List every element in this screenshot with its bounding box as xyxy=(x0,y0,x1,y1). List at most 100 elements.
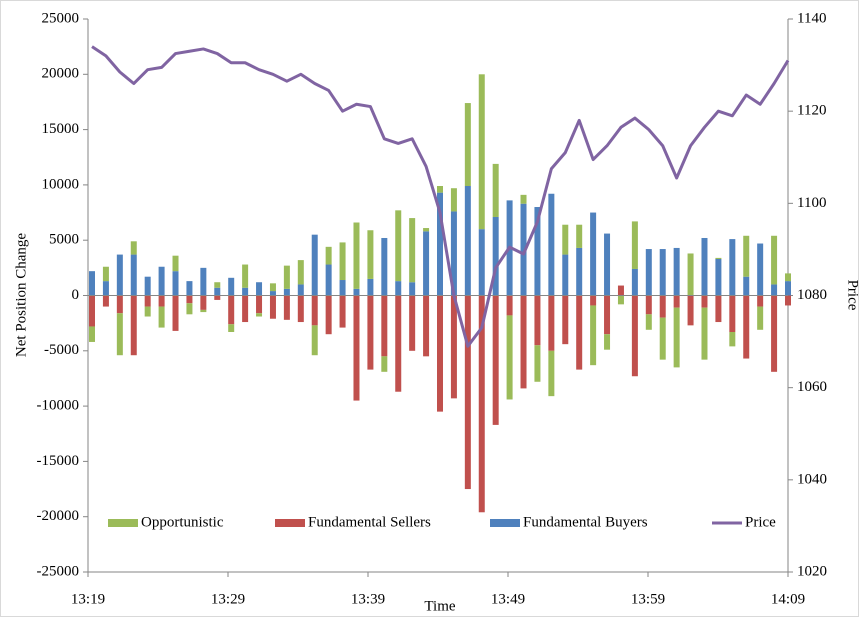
bar xyxy=(659,249,666,296)
bar xyxy=(228,324,235,332)
bar xyxy=(534,345,541,382)
bar xyxy=(311,234,318,296)
bar xyxy=(283,295,290,320)
bar xyxy=(771,284,778,296)
bar xyxy=(520,194,527,204)
price-line xyxy=(91,45,790,348)
bar xyxy=(771,235,778,285)
bar xyxy=(562,224,569,255)
bar xyxy=(771,295,778,372)
bar xyxy=(395,295,402,392)
bar xyxy=(548,295,555,351)
y2-tick-label: 1020 xyxy=(797,563,827,579)
y2-tick-label: 1080 xyxy=(797,287,827,303)
bar xyxy=(283,265,290,289)
bar xyxy=(548,350,555,397)
y-tick-label: -5000 xyxy=(44,342,79,358)
bar xyxy=(283,288,290,296)
bar xyxy=(715,295,722,323)
bar xyxy=(492,163,499,217)
bar xyxy=(158,266,165,296)
bar xyxy=(576,247,583,296)
bar xyxy=(631,295,638,377)
bar xyxy=(353,288,360,296)
y-tick-label: 10000 xyxy=(42,176,80,192)
bar xyxy=(353,295,360,401)
bar xyxy=(130,295,137,356)
bar xyxy=(200,309,207,313)
bar xyxy=(492,295,499,425)
y2-tick-label: 1100 xyxy=(797,195,826,211)
bar xyxy=(269,291,276,296)
bar xyxy=(562,254,569,296)
bar xyxy=(311,295,318,326)
bar xyxy=(102,266,109,282)
bar xyxy=(172,295,179,331)
bar xyxy=(325,246,332,265)
bar xyxy=(450,188,457,212)
bar xyxy=(520,203,527,296)
bar xyxy=(158,306,165,328)
bar xyxy=(757,306,764,330)
bar xyxy=(186,303,193,315)
bar xyxy=(409,218,416,283)
x-axis-label: Time xyxy=(424,598,455,614)
bar xyxy=(645,314,652,330)
bar xyxy=(464,186,471,296)
bar xyxy=(437,192,443,296)
bar xyxy=(144,276,151,296)
bar xyxy=(478,74,485,230)
bar xyxy=(492,216,499,296)
bar xyxy=(604,334,611,350)
bar xyxy=(631,268,638,296)
bar xyxy=(353,222,360,289)
bar xyxy=(297,260,304,285)
bar xyxy=(158,295,165,307)
bar xyxy=(367,278,374,296)
bar xyxy=(673,247,680,296)
bar xyxy=(144,306,151,317)
bar xyxy=(785,281,791,296)
legend-label: Opportunistic xyxy=(141,514,224,530)
bar xyxy=(631,221,638,269)
bar xyxy=(228,295,235,325)
bar xyxy=(534,295,541,346)
bar xyxy=(409,295,416,351)
y-tick-label: -10000 xyxy=(37,398,80,414)
bar xyxy=(89,271,95,296)
y2-tick-label: 1040 xyxy=(797,471,827,487)
bar xyxy=(325,264,332,296)
bar xyxy=(116,295,123,314)
bar xyxy=(186,295,193,304)
bar xyxy=(437,295,443,412)
bar xyxy=(395,281,402,296)
bar xyxy=(200,295,207,310)
bar xyxy=(172,271,179,296)
legend-label: Fundamental Sellers xyxy=(308,514,431,530)
y-tick-label: 25000 xyxy=(42,10,80,26)
legend-label: Price xyxy=(745,514,776,530)
bar xyxy=(659,295,666,318)
bar xyxy=(673,295,680,308)
bar xyxy=(701,295,708,308)
bar xyxy=(89,326,95,342)
legend-swatch xyxy=(108,519,138,527)
bar xyxy=(673,307,680,368)
bar xyxy=(339,295,346,328)
bar xyxy=(590,295,597,306)
bar xyxy=(450,295,457,399)
x-tick-label: 13:39 xyxy=(351,591,385,607)
bar xyxy=(381,237,388,296)
bar xyxy=(172,255,179,272)
x-tick-label: 13:49 xyxy=(491,591,525,607)
bar xyxy=(743,276,750,296)
bar xyxy=(729,295,736,332)
bar xyxy=(242,295,249,323)
bar xyxy=(256,295,263,314)
bar xyxy=(743,235,750,277)
bar xyxy=(659,317,666,360)
bar xyxy=(687,253,694,296)
bar xyxy=(228,277,235,296)
bar xyxy=(450,211,457,296)
bar xyxy=(520,295,527,389)
